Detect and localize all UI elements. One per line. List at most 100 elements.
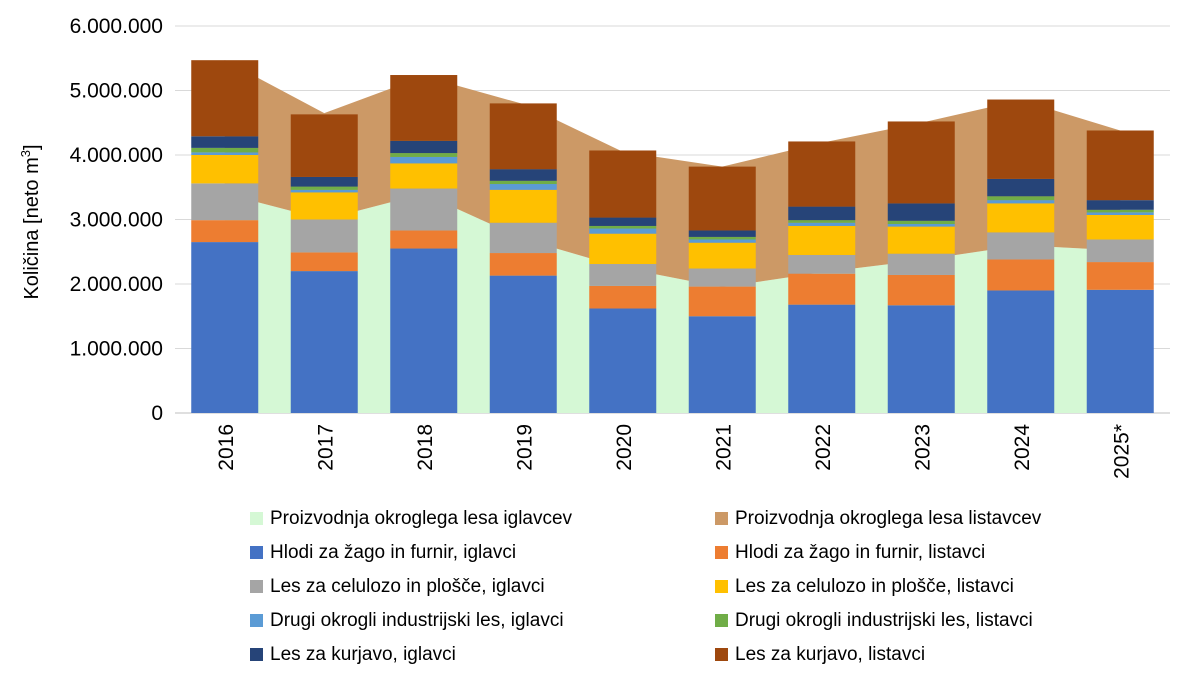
x-tick-label: 2022 — [812, 424, 835, 471]
x-tick-label: 2018 — [414, 424, 437, 471]
bar-segment-s4-2019 — [489, 189, 557, 223]
bar-series — [191, 60, 1154, 413]
bar-segment-s7-2021 — [688, 230, 756, 237]
bar-segment-s4-2023 — [887, 226, 955, 254]
bar-segment-s7-2025* — [1086, 200, 1154, 210]
bar-segment-s6-2021 — [688, 236, 756, 240]
bar-segment-s1-2020 — [589, 308, 657, 413]
bar-segment-s4-2025* — [1086, 214, 1154, 240]
y-tick-label: 1.000.000 — [70, 338, 163, 361]
stacked-bar-area-chart: 0 1.000.000 2.000.000 3.000.000 4.000.000 5.0… — [18, 15, 1170, 479]
legend-label: Les za celulozo in plošče, iglavci — [270, 575, 545, 597]
legend-item: Drugi okrogli industrijski les, listavci — [715, 605, 1150, 636]
y-tick-label: 4.000.000 — [70, 144, 163, 167]
legend-swatch — [250, 580, 263, 593]
bar-segment-s3-2022 — [788, 254, 856, 274]
bar-segment-s1-2023 — [887, 305, 955, 413]
bar-segment-s2-2023 — [887, 274, 955, 306]
bar-segment-s8-2016 — [191, 60, 259, 137]
bar-segment-s3-2016 — [191, 183, 259, 221]
bar-segment-s4-2018 — [390, 163, 458, 189]
legend-label: Les za kurjavo, iglavci — [270, 643, 456, 665]
bar-segment-s1-2025* — [1086, 289, 1154, 413]
legend-item: Proizvodnja okroglega lesa listavcev — [715, 503, 1150, 534]
bar-segment-s3-2023 — [887, 253, 955, 275]
bar-segment-s7-2024 — [987, 178, 1055, 197]
legend-item: Les za celulozo in plošče, listavci — [715, 571, 1150, 602]
bar-segment-s2-2017 — [290, 252, 358, 272]
y-axis-label-text: Količina [neto m — [21, 157, 43, 299]
bar-segment-s6-2018 — [390, 153, 458, 157]
bar-segment-s7-2016 — [191, 136, 259, 148]
x-axis-tick-labels: 2016 2017 2018 2019 2020 2021 2022 2023 2024 2025… — [215, 424, 1134, 479]
x-tick-label: 2025* — [1110, 424, 1133, 479]
legend: Proizvodnja okroglega lesa iglavcev Proiz… — [250, 503, 1150, 670]
bar-segment-s5-2021 — [688, 239, 756, 243]
legend-swatch — [715, 614, 728, 627]
bar-segment-s3-2025* — [1086, 239, 1154, 263]
legend-item: Les za kurjavo, iglavci — [250, 639, 715, 670]
bar-segment-s7-2018 — [390, 140, 458, 154]
legend-label: Drugi okrogli industrijski les, iglavci — [270, 609, 564, 631]
bar-segment-s8-2025* — [1086, 130, 1154, 201]
legend-label: Proizvodnja okroglega lesa iglavcev — [270, 507, 573, 529]
bar-segment-s1-2024 — [987, 290, 1055, 413]
bar-segment-s6-2025* — [1086, 209, 1154, 213]
bar-segment-s3-2018 — [390, 188, 458, 231]
bar-segment-s4-2020 — [589, 233, 657, 265]
x-tick-label: 2021 — [712, 424, 735, 471]
x-tick-label: 2019 — [513, 424, 536, 471]
bar-segment-s2-2025* — [1086, 262, 1154, 290]
bar-segment-s2-2020 — [589, 285, 657, 309]
bar-segment-s2-2016 — [191, 220, 259, 243]
bar-segment-s1-2017 — [290, 271, 358, 413]
y-tick-label: 3.000.000 — [70, 209, 163, 232]
bar-segment-s2-2018 — [390, 230, 458, 249]
legend-item: Hlodi za žago in furnir, listavci — [715, 537, 1150, 568]
legend-label: Les za celulozo in plošče, listavci — [735, 575, 1014, 597]
bar-segment-s4-2016 — [191, 155, 259, 184]
bar-segment-s3-2021 — [688, 268, 756, 287]
area-series — [224, 60, 1121, 413]
bar-segment-s7-2020 — [589, 217, 657, 226]
bar-segment-s4-2017 — [290, 192, 358, 220]
legend-swatch — [250, 512, 263, 525]
legend-label: Les za kurjavo, listavci — [735, 643, 926, 665]
bar-segment-s5-2023 — [887, 224, 955, 227]
bar-segment-s6-2020 — [589, 225, 657, 229]
bar-segment-s7-2019 — [489, 169, 557, 181]
x-tick-label: 2020 — [613, 424, 636, 471]
bar-segment-s2-2019 — [489, 253, 557, 276]
bar-segment-s1-2016 — [191, 242, 259, 413]
bar-segment-s5-2024 — [987, 200, 1055, 204]
legend-swatch — [250, 648, 263, 661]
legend-item: Drugi okrogli industrijski les, iglavci — [250, 605, 715, 636]
legend-label: Drugi okrogli industrijski les, listavci — [735, 609, 1033, 631]
legend-swatch — [715, 512, 728, 525]
y-axis-label: Količina [neto m3] — [18, 144, 43, 299]
bar-segment-s7-2017 — [290, 176, 358, 187]
y-tick-label: 0 — [151, 402, 163, 425]
legend-swatch — [715, 648, 728, 661]
legend-swatch — [250, 614, 263, 627]
bar-segment-s3-2024 — [987, 232, 1055, 260]
y-axis-tick-labels: 0 1.000.000 2.000.000 3.000.000 4.000.000 5.0… — [70, 15, 163, 425]
bar-segment-s8-2017 — [290, 114, 358, 177]
bar-segment-s6-2019 — [489, 180, 557, 185]
legend-item: Proizvodnja okroglega lesa iglavcev — [250, 503, 715, 534]
bar-segment-s3-2017 — [290, 219, 358, 253]
y-tick-label: 5.000.000 — [70, 80, 163, 103]
bar-segment-s6-2017 — [290, 186, 358, 190]
bar-segment-s4-2022 — [788, 225, 856, 255]
legend-label: Hlodi za žago in furnir, iglavci — [270, 541, 517, 563]
y-axis-label-superscript: 3 — [18, 150, 33, 157]
bar-segment-s5-2018 — [390, 156, 458, 164]
legend-item: Les za kurjavo, listavci — [715, 639, 1150, 670]
x-tick-label: 2023 — [911, 424, 934, 471]
bar-segment-s8-2023 — [887, 121, 955, 204]
bar-segment-s7-2022 — [788, 206, 856, 221]
bar-segment-s8-2018 — [390, 75, 458, 141]
y-tick-label: 2.000.000 — [70, 273, 163, 296]
bar-segment-s6-2022 — [788, 220, 856, 223]
bar-segment-s7-2023 — [887, 203, 955, 221]
